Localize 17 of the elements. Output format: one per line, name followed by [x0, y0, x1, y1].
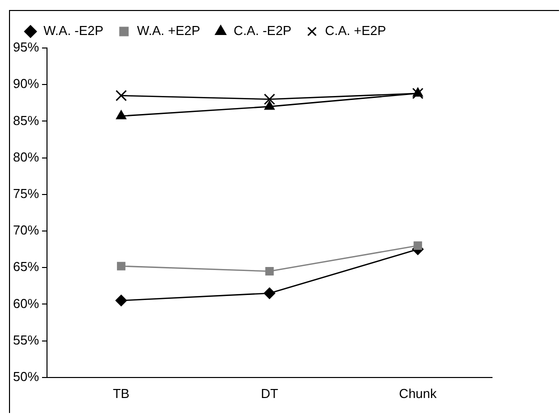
legend-label: C.A. -E2P: [234, 23, 292, 38]
x-tick-label: TB: [112, 386, 130, 401]
y-tick-label: 50%: [12, 368, 40, 384]
y-tick-label: 80%: [12, 149, 40, 164]
y-tick-label: 60%: [12, 296, 40, 311]
y-tick-label: 65%: [12, 259, 40, 274]
y-tick-label: 70%: [12, 222, 40, 238]
x-tick-label: Chunk: [399, 386, 438, 401]
legend-label: C.A. +E2P: [324, 23, 386, 38]
legend-label: W.A. -E2P: [44, 23, 104, 38]
y-tick-label: 95%: [12, 40, 40, 55]
x-tick-label: DT: [260, 386, 278, 401]
y-tick-label: 85%: [12, 112, 40, 128]
y-tick-label: 75%: [12, 186, 40, 201]
legend-label: W.A. +E2P: [136, 23, 200, 38]
y-tick-label: 90%: [12, 76, 40, 92]
y-tick-label: 55%: [12, 332, 40, 348]
